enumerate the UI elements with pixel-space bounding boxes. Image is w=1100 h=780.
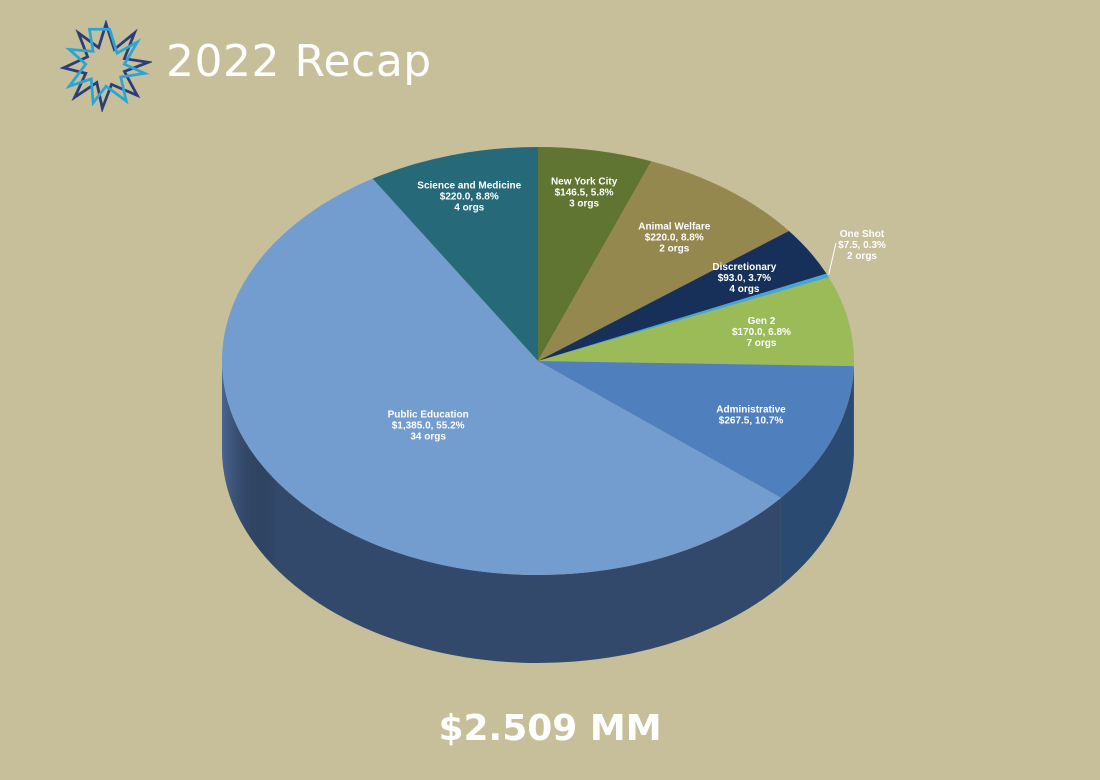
- total-amount: $2.509 MM: [438, 708, 662, 749]
- pie-slice-animal-welfare: [538, 161, 789, 361]
- slice-label-line: New York City: [551, 177, 618, 188]
- slice-label-gen-2: Gen 2 $170.0, 6.8% 7 orgs: [732, 316, 791, 349]
- pie-slice-gen-2: [538, 277, 854, 367]
- slice-label-line: Administrative: [716, 405, 786, 416]
- slice-label-line: 2 orgs: [659, 244, 689, 255]
- pie-slice-one-shot: [538, 273, 829, 361]
- page-title: 2022 Recap: [166, 36, 432, 87]
- slice-label-line: 34 orgs: [410, 431, 446, 442]
- slice-label-line: $146.5, 5.8%: [555, 188, 614, 199]
- pie-slice-administrative: [538, 361, 854, 498]
- slice-label-line: Discretionary: [712, 262, 776, 273]
- slice-label-line: $1,385.0, 55.2%: [392, 420, 465, 431]
- slice-label-line: 7 orgs: [746, 338, 776, 349]
- slice-label-line: 4 orgs: [729, 284, 759, 295]
- slice-label-line: $170.0, 6.8%: [732, 327, 791, 338]
- slice-label-line: $267.5, 10.7%: [719, 416, 784, 427]
- slice-label-line: One Shot: [840, 229, 885, 240]
- slice-label-line: Science and Medicine: [417, 180, 521, 191]
- slice-label-line: 2 orgs: [847, 251, 877, 262]
- slice-label-line: Gen 2: [748, 316, 776, 327]
- slice-label-line: $7.5, 0.3%: [838, 240, 886, 251]
- slice-label-line: $220.0, 8.8%: [440, 191, 499, 202]
- pie-side-administrative: [780, 366, 854, 586]
- pie-slice-discretionary: [538, 230, 827, 361]
- slice-label-line: Public Education: [388, 409, 469, 420]
- slice-label-public-education: Public Education $1,385.0, 55.2% 34 orgs: [388, 409, 469, 442]
- pie-slice-science-and-medicine: [372, 147, 538, 361]
- star-logo-icon: [60, 20, 152, 112]
- slice-label-animal-welfare: Animal Welfare $220.0, 8.8% 2 orgs: [638, 222, 710, 255]
- pie-side-shading: [222, 361, 380, 635]
- slice-label-new-york-city: New York City $146.5, 5.8% 3 orgs: [551, 177, 618, 210]
- slice-label-administrative: Administrative $267.5, 10.7%: [716, 405, 786, 427]
- pie-slice-new-york-city: [538, 147, 652, 361]
- slice-label-line: Animal Welfare: [638, 222, 710, 233]
- slice-label-discretionary: Discretionary $93.0, 3.7% 4 orgs: [712, 262, 776, 295]
- pie-slice-public-education: [221, 178, 781, 575]
- slice-label-one-shot: One Shot $7.5, 0.3% 2 orgs: [838, 229, 886, 262]
- slice-label-science-and-medicine: Science and Medicine $220.0, 8.8% 4 orgs: [417, 180, 521, 213]
- slice-label-line: $93.0, 3.7%: [718, 273, 771, 284]
- slice-label-line: 3 orgs: [569, 199, 599, 210]
- slice-label-line: 4 orgs: [454, 202, 484, 213]
- slice-label-line: $220.0, 8.8%: [645, 233, 704, 244]
- leader-line-one-shot: [828, 242, 837, 275]
